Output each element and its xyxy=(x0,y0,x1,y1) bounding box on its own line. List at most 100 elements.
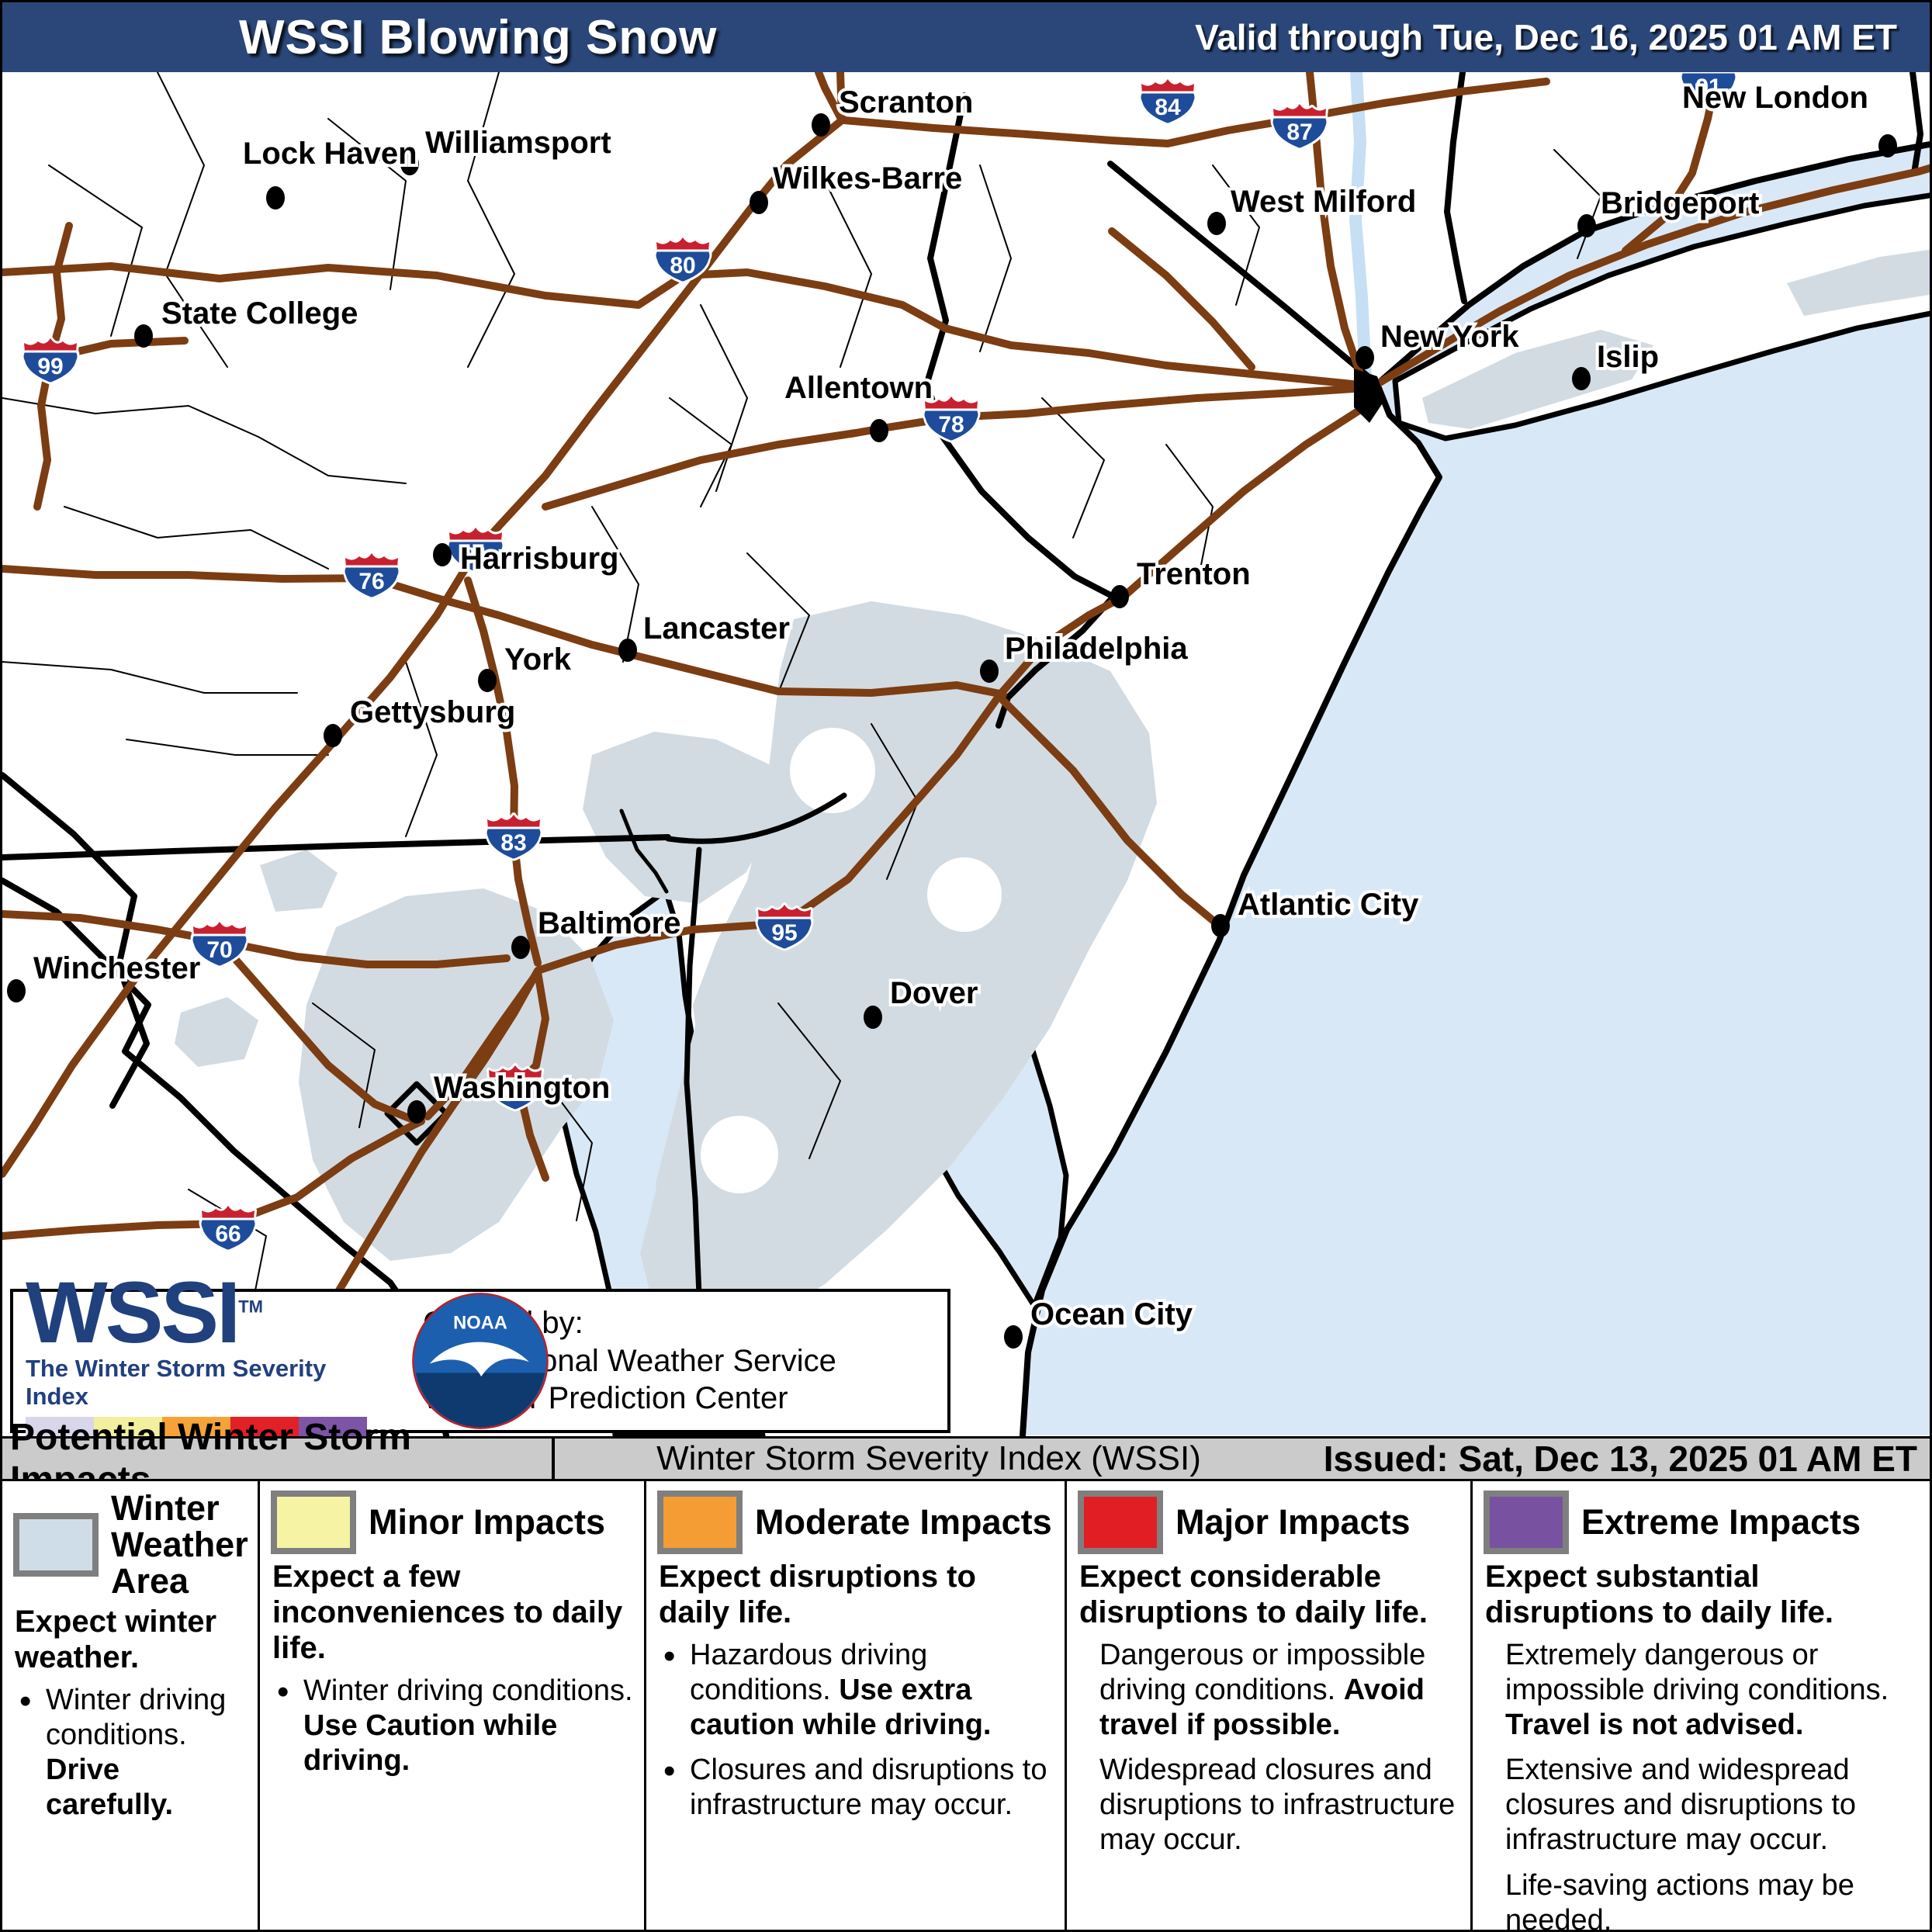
city-label: Ocean City xyxy=(1030,1297,1193,1331)
legend-column-major: Major Impacts Expect considerable disrupt… xyxy=(1067,1481,1473,1930)
road-bw-parkway xyxy=(424,968,542,1120)
impacts-legend: Winter Weather Area Expect winter weather… xyxy=(2,1481,1930,1932)
header-bar: WSSI Blowing Snow Valid through Tue, Dec… xyxy=(2,2,1930,72)
legend-item-extreme-2: Life-saving actions may be needed. xyxy=(1505,1868,1854,1932)
county-line xyxy=(64,506,329,570)
svg-text:84: 84 xyxy=(1155,95,1181,120)
city-label: Islip xyxy=(1597,340,1659,374)
svg-text:76: 76 xyxy=(358,569,384,594)
svg-text:66: 66 xyxy=(215,1221,241,1247)
winter-area-delmarva xyxy=(656,982,901,1284)
legend-header-major: Major Impacts xyxy=(1078,1491,1459,1554)
state-border-ny-ct xyxy=(1444,72,1467,304)
city-label: Lancaster xyxy=(643,611,790,646)
city-new-london: New London xyxy=(1679,78,1897,158)
interstate-99-shield-icon: 99 xyxy=(21,336,80,385)
wssi-subtitle: The Winter Storm Severity Index xyxy=(26,1354,327,1410)
city-state-college: State College xyxy=(134,293,361,348)
city-label: Dover xyxy=(890,976,978,1010)
interstate-83-shield-icon: 83 xyxy=(484,812,543,861)
svg-text:99: 99 xyxy=(37,354,63,379)
city-west-milford: West Milford xyxy=(1207,182,1419,235)
city-gettysburg: Gettysburg xyxy=(324,692,518,747)
road-scranton-north xyxy=(815,72,846,124)
city-label: Gettysburg xyxy=(350,695,515,729)
legend-header-minor: Minor Impacts xyxy=(271,1491,633,1554)
county-line xyxy=(824,180,872,368)
legend-swatch-winter xyxy=(13,1513,99,1577)
city-label: New York xyxy=(1380,320,1519,354)
city-islip: Islip xyxy=(1572,337,1662,390)
city-label: Wilkes-Barre xyxy=(773,161,962,196)
county-line xyxy=(777,1002,841,1159)
impacts-title-bar: Potential Winter Storm Impacts Winter St… xyxy=(2,1417,1930,1501)
city-washington: Washington xyxy=(407,1068,613,1124)
city-label: Lock Haven xyxy=(243,137,417,171)
legend-title-major: Major Impacts xyxy=(1175,1501,1411,1542)
interstate-81-shield-icon: 81 xyxy=(446,525,505,574)
city-allentown: Allentown xyxy=(781,368,936,442)
county-line xyxy=(405,661,438,837)
city-dot xyxy=(812,113,830,137)
city-dot xyxy=(1878,134,1897,158)
state-border-wv-va xyxy=(2,772,150,1109)
interstate-76-shield-icon: 76 xyxy=(342,551,401,600)
city-dot xyxy=(1356,346,1374,369)
county-line xyxy=(1212,164,1260,306)
wssi-severity-strip xyxy=(26,1416,367,1436)
county-line xyxy=(545,1080,593,1221)
legend-column-minor: Minor Impacts Expect a few inconveniences… xyxy=(260,1481,646,1930)
county-line xyxy=(327,118,407,290)
winter-patch-1 xyxy=(175,997,258,1067)
issued-timestamp: Issued: Sat, Dec 13, 2025 01 AM ET xyxy=(1323,1439,1917,1479)
city-baltimore: Baltimore xyxy=(511,903,684,959)
city-label: Harrisburg xyxy=(460,542,619,576)
svg-text:NOAA: NOAA xyxy=(453,1313,507,1333)
legend-intro-major: Expect considerable disruptions to daily… xyxy=(1079,1560,1428,1629)
city-dot xyxy=(266,186,285,209)
legend-item-winter-0: Winter driving conditions. Drive careful… xyxy=(13,1681,247,1822)
city-dot xyxy=(870,419,888,442)
county-line xyxy=(591,506,639,663)
city-dot xyxy=(1207,212,1226,235)
city-label: Williamsport xyxy=(425,126,611,160)
wssi-index-label: Winter Storm Severity Index (WSSI) xyxy=(656,1439,1201,1477)
city-dot xyxy=(1211,914,1230,937)
legend-header-moderate: Moderate Impacts xyxy=(657,1491,1054,1554)
road-i270 xyxy=(216,937,421,1125)
county-line xyxy=(48,164,143,337)
state-border-de-arc xyxy=(665,792,847,844)
city-label: Baltimore xyxy=(538,906,681,940)
trademark-label: TM xyxy=(238,1297,263,1317)
road-ac-expressway xyxy=(999,697,1221,928)
city-label: Philadelphia xyxy=(1005,632,1188,666)
legend-column-winter: Winter Weather Area Expect winter weather… xyxy=(2,1481,260,1930)
city-york: York xyxy=(478,639,575,692)
legend-intro-moderate: Expect disruptions to daily life. xyxy=(659,1560,976,1629)
legend-column-moderate: Moderate Impacts Expect disruptions to da… xyxy=(646,1481,1067,1930)
winter-hole-1 xyxy=(790,728,875,813)
city-wilkes-barre: Wilkes-Barre xyxy=(750,158,965,214)
city-dot xyxy=(400,152,419,175)
county-line xyxy=(2,661,298,694)
city-dot xyxy=(478,669,497,692)
city-label: Scranton xyxy=(839,85,973,119)
city-ocean-city: Ocean City xyxy=(1004,1294,1196,1349)
city-winchester: Winchester xyxy=(7,948,203,1002)
legend-item-extreme-0: Extremely dangerous or impossible drivin… xyxy=(1505,1639,1889,1741)
city-dot xyxy=(433,543,452,566)
city-label: Atlantic City xyxy=(1238,888,1419,922)
city-dot xyxy=(7,979,26,1002)
legend-item-major-0: Dangerous or impossible driving conditio… xyxy=(1099,1639,1426,1741)
winter-hole-2 xyxy=(927,857,1002,932)
map: 84 87 91 80 99 78 81 76 83 70 95 97 66 Scranton Wilkes… xyxy=(2,72,1930,1436)
legend-swatch-moderate xyxy=(657,1491,743,1554)
city-dot xyxy=(618,639,637,662)
city-dot xyxy=(324,724,342,747)
county-line xyxy=(467,72,515,368)
winter-patch-2 xyxy=(260,850,338,912)
state-border-ny-nj xyxy=(1107,161,1380,387)
city-trenton: Trenton xyxy=(1110,554,1254,608)
city-label: State College xyxy=(161,296,358,331)
city-dot xyxy=(511,936,530,959)
